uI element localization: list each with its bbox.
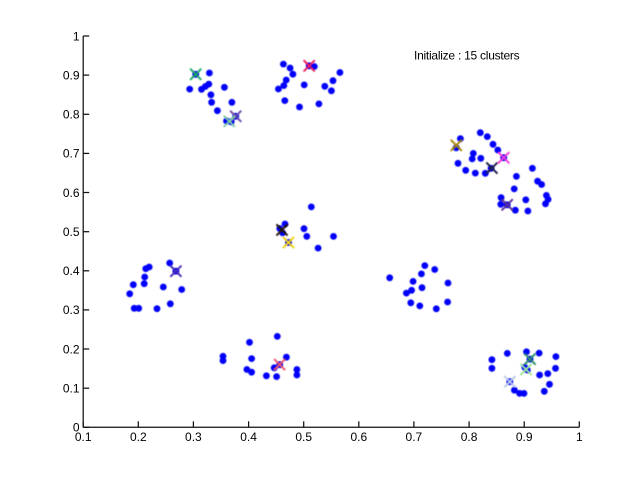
svg-text:0: 0 bbox=[73, 421, 80, 435]
svg-text:0.6: 0.6 bbox=[63, 186, 80, 200]
svg-text:0.8: 0.8 bbox=[63, 108, 80, 122]
svg-text:0.9: 0.9 bbox=[63, 68, 80, 82]
svg-text:0.2: 0.2 bbox=[130, 430, 147, 444]
svg-text:0.5: 0.5 bbox=[295, 430, 312, 444]
svg-text:1: 1 bbox=[73, 29, 80, 43]
svg-text:0.1: 0.1 bbox=[63, 382, 80, 396]
svg-text:0.9: 0.9 bbox=[516, 430, 533, 444]
svg-text:0.2: 0.2 bbox=[63, 342, 80, 356]
svg-text:0.3: 0.3 bbox=[185, 430, 202, 444]
svg-text:0.1: 0.1 bbox=[75, 430, 92, 444]
svg-text:0.3: 0.3 bbox=[63, 303, 80, 317]
svg-text:0.7: 0.7 bbox=[63, 147, 80, 161]
svg-text:Initialize : 15 clusters: Initialize : 15 clusters bbox=[414, 48, 520, 62]
svg-text:0.4: 0.4 bbox=[240, 430, 257, 444]
svg-text:0.7: 0.7 bbox=[406, 430, 423, 444]
svg-text:0.5: 0.5 bbox=[63, 225, 80, 239]
svg-text:1: 1 bbox=[576, 430, 583, 444]
svg-text:0.8: 0.8 bbox=[461, 430, 478, 444]
svg-text:0.4: 0.4 bbox=[63, 264, 80, 278]
svg-text:0.6: 0.6 bbox=[350, 430, 367, 444]
